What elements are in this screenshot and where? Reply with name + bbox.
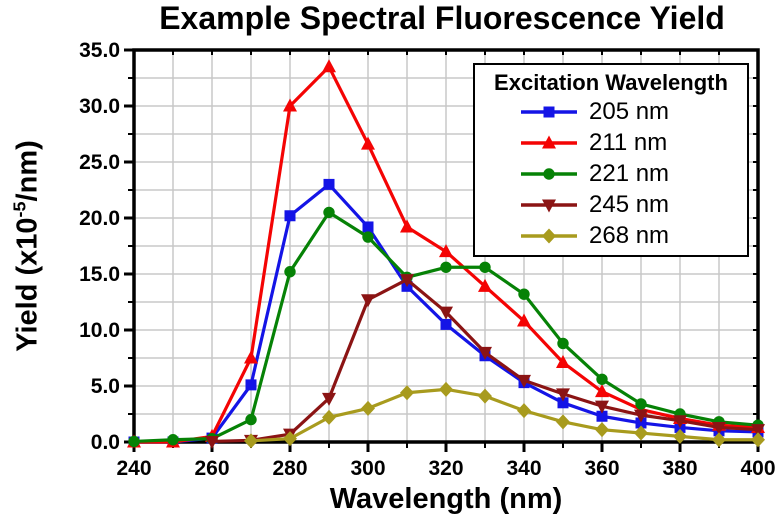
legend-entries: 205 nm 211 nm 221 nm 245 nm 268 nm (475, 96, 747, 251)
x-axis-label: Wavelength (nm) (329, 483, 563, 515)
x-tick-label: 300 (350, 457, 385, 480)
x-tick-label: 320 (428, 457, 463, 480)
y-tick-label: 25.0 (79, 151, 120, 174)
x-tick-label: 260 (194, 457, 229, 480)
y-tick-label: 35.0 (79, 39, 120, 62)
triangle-up-marker-icon (521, 135, 577, 148)
y-tick-label: 0.0 (91, 431, 120, 454)
triangle-down-marker-icon (521, 199, 577, 212)
legend-label-205-nm: 205 nm (589, 97, 670, 125)
y-axis-label-prefix: Yield (x10 (11, 217, 44, 352)
x-tick-label: 400 (740, 457, 775, 480)
y-tick-label: 15.0 (79, 263, 120, 286)
x-tick-label: 280 (272, 457, 307, 480)
legend-label-245-nm: 245 nm (589, 190, 670, 218)
series-268-nm (244, 381, 765, 449)
axis-frame (132, 48, 760, 444)
series-line-268-nm (250, 387, 758, 443)
y-axis-label-superscript: -5 (9, 201, 30, 218)
axis-ticks: 240 260 280 300 320 340 360 380 400 0.0 5.0 10.0 15.… (79, 39, 775, 480)
legend-title: Excitation Wavelength (494, 70, 728, 95)
legend-entry-205-nm: 205 nm (475, 96, 747, 127)
y-axis-label: Yield (x10-5/nm) (10, 140, 45, 352)
diamond-marker-icon (521, 228, 577, 243)
y-tick-label: 10.0 (79, 319, 120, 342)
x-tick-label: 360 (584, 457, 619, 480)
circle-marker-icon (521, 167, 577, 180)
y-axis-label-suffix: /nm) (11, 140, 44, 202)
y-tick-label: 5.0 (91, 375, 120, 398)
legend-entry-211-nm: 211 nm (475, 127, 747, 158)
legend: Excitation Wavelength 205 nm 211 nm 221 nm… (473, 63, 749, 257)
legend-label-268-nm: 268 nm (589, 221, 670, 249)
x-tick-label: 240 (116, 457, 151, 480)
legend-label-211-nm: 211 nm (589, 128, 668, 156)
x-tick-label: 340 (506, 457, 541, 480)
legend-label-221-nm: 221 nm (589, 159, 670, 187)
legend-entry-221-nm: 221 nm (475, 158, 747, 189)
square-marker-icon (521, 106, 577, 117)
legend-entry-245-nm: 245 nm (475, 189, 747, 220)
legend-entry-268-nm: 268 nm (475, 220, 747, 251)
x-tick-label: 380 (662, 457, 697, 480)
chart-title: Example Spectral Fluorescence Yield (159, 0, 725, 36)
y-tick-label: 20.0 (79, 207, 120, 230)
y-tick-label: 30.0 (79, 95, 120, 118)
